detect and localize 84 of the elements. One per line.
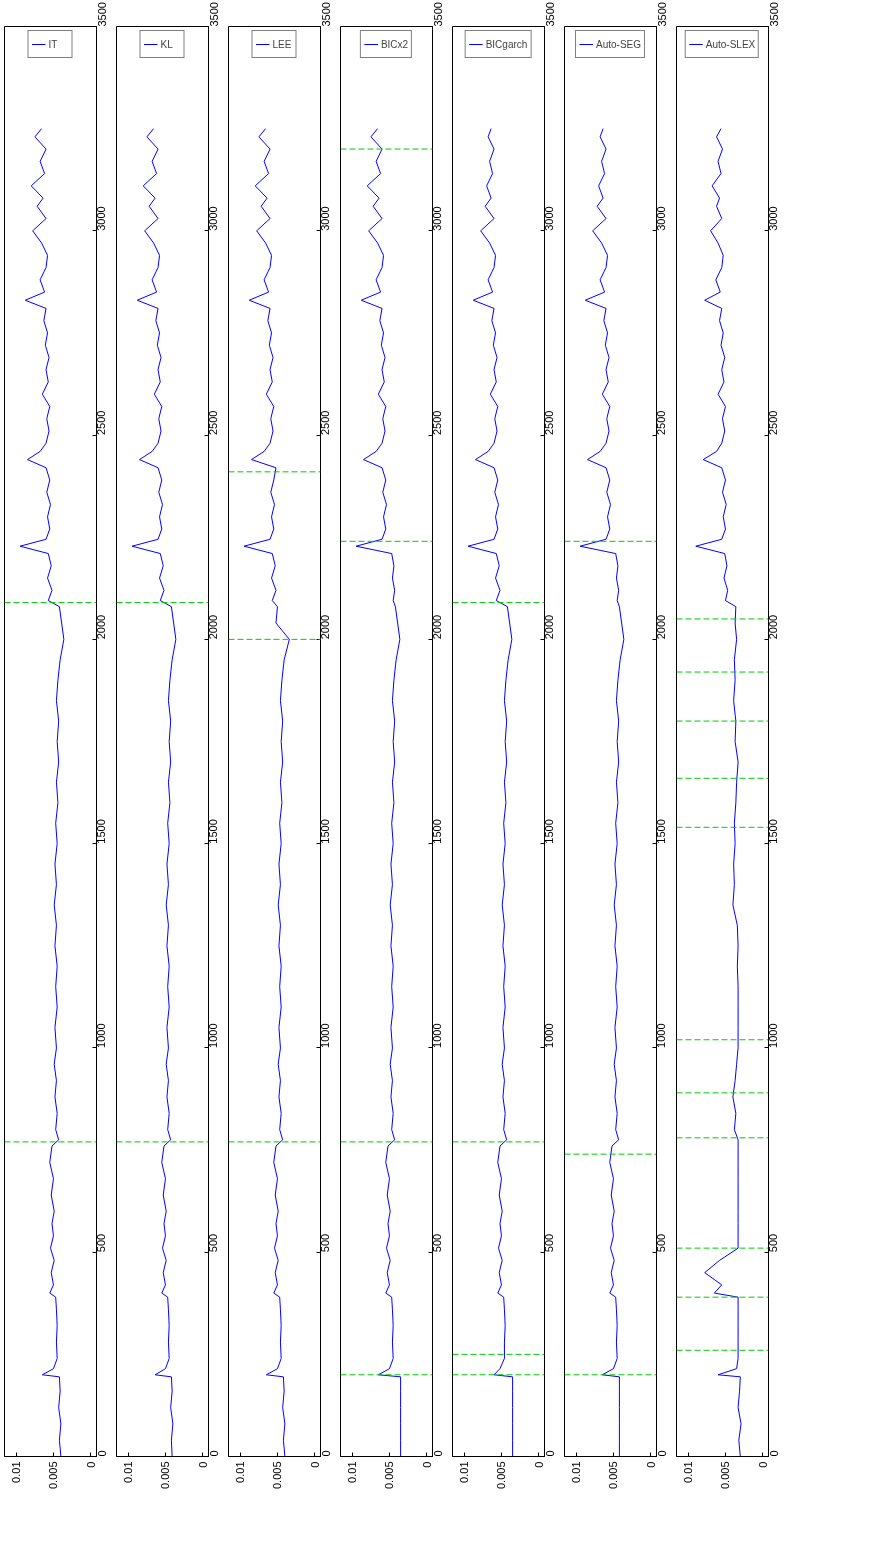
y-tick-label: 0	[543, 1450, 556, 1457]
y-tick-label: 3500	[431, 2, 444, 27]
y-tick-label: 1500	[543, 819, 556, 844]
y-tick-label: 2000	[655, 614, 668, 640]
y-tick-label: 2500	[319, 410, 332, 436]
x-tick-label: 0	[420, 1461, 433, 1468]
x-tick-label: 0.01	[458, 1461, 471, 1483]
y-tick-label: 500	[543, 1233, 556, 1253]
legend-label: Auto-SLEX	[705, 38, 756, 50]
y-tick-label: 2000	[767, 614, 780, 640]
y-tick-label: 500	[767, 1233, 780, 1253]
x-tick-label: 0.005	[47, 1461, 60, 1490]
x-tick-label: 0.01	[122, 1461, 135, 1483]
y-tick-label: 1500	[655, 819, 668, 844]
x-tick-label: 0.01	[682, 1461, 695, 1483]
y-tick-label: 2500	[767, 410, 780, 436]
y-tick-label: 500	[319, 1233, 332, 1253]
y-tick-label: 0	[431, 1450, 444, 1457]
x-tick-label: 0.01	[234, 1461, 247, 1483]
y-tick-label: 3000	[543, 206, 556, 231]
y-tick-label: 1000	[319, 1023, 332, 1048]
y-tick-label: 1500	[767, 819, 780, 844]
x-tick-label: 0.005	[495, 1461, 508, 1490]
text: KL	[160, 38, 174, 50]
y-tick-label: 2500	[431, 410, 444, 436]
y-tick-label: 0	[319, 1450, 332, 1457]
y-tick-label: 1000	[431, 1023, 444, 1048]
legend-label: IT	[48, 38, 59, 50]
y-tick-label: 2500	[543, 410, 556, 436]
y-tick-label: 500	[207, 1233, 220, 1253]
x-tick-label: 0.01	[346, 1461, 359, 1483]
x-tick-label: 0	[196, 1461, 209, 1468]
y-tick-label: 0	[207, 1450, 220, 1457]
x-tick-label: 0.005	[607, 1461, 620, 1490]
y-tick-label: 1000	[95, 1023, 108, 1048]
x-tick-label: 0.005	[719, 1461, 732, 1490]
x-tick-label: 0	[84, 1461, 97, 1468]
y-tick-label: 500	[431, 1233, 444, 1253]
y-tick-label: 2000	[95, 614, 108, 640]
x-tick-label: 0	[644, 1461, 657, 1468]
y-tick-label: 3000	[95, 206, 108, 231]
y-tick-label: 2000	[319, 614, 332, 640]
y-tick-label: 2000	[207, 614, 220, 640]
y-tick-label: 500	[655, 1233, 668, 1253]
x-tick-label: 0	[532, 1461, 545, 1468]
y-tick-label: 3500	[207, 2, 220, 27]
y-tick-label: 3000	[767, 206, 780, 231]
y-tick-label: 2500	[95, 410, 108, 436]
x-tick-label: 0	[308, 1461, 321, 1468]
y-tick-label: 1500	[207, 819, 220, 844]
text: Auto-SEG	[595, 38, 642, 50]
x-tick-label: 0.01	[570, 1461, 583, 1483]
y-tick-label: 2000	[431, 614, 444, 640]
y-tick-label: 2000	[543, 614, 556, 640]
y-tick-label: 1500	[95, 819, 108, 844]
x-tick-label: 0.005	[383, 1461, 396, 1490]
y-tick-label: 3500	[767, 2, 780, 27]
x-tick-label: 0.005	[271, 1461, 284, 1490]
y-tick-label: 3500	[655, 2, 668, 27]
x-tick-label: 0.005	[159, 1461, 172, 1490]
y-tick-label: 1000	[207, 1023, 220, 1048]
y-tick-label: 500	[95, 1233, 108, 1253]
y-tick-label: 0	[655, 1450, 668, 1457]
y-tick-label: 0	[95, 1450, 108, 1457]
y-tick-label: 0	[767, 1450, 780, 1457]
legend-label: BICgarch	[485, 38, 528, 50]
legend-label: LEE	[272, 38, 293, 50]
y-tick-label: 2500	[207, 410, 220, 436]
text: BICx2	[380, 38, 409, 50]
y-tick-label: 1000	[767, 1023, 780, 1048]
x-tick-label: 0.01	[10, 1461, 23, 1483]
y-tick-label: 1500	[319, 819, 332, 844]
y-tick-label: 1000	[655, 1023, 668, 1048]
y-tick-label: 3000	[319, 206, 332, 231]
y-tick-label: 3500	[543, 2, 556, 27]
y-tick-label: 3000	[207, 206, 220, 231]
y-tick-label: 3000	[431, 206, 444, 231]
y-tick-label: 1500	[431, 819, 444, 844]
x-tick-label: 0	[756, 1461, 769, 1468]
y-tick-label: 2500	[655, 410, 668, 436]
y-tick-label: 3500	[95, 2, 108, 27]
y-tick-label: 3500	[319, 2, 332, 27]
y-tick-label: 3000	[655, 206, 668, 231]
y-tick-label: 1000	[543, 1023, 556, 1048]
